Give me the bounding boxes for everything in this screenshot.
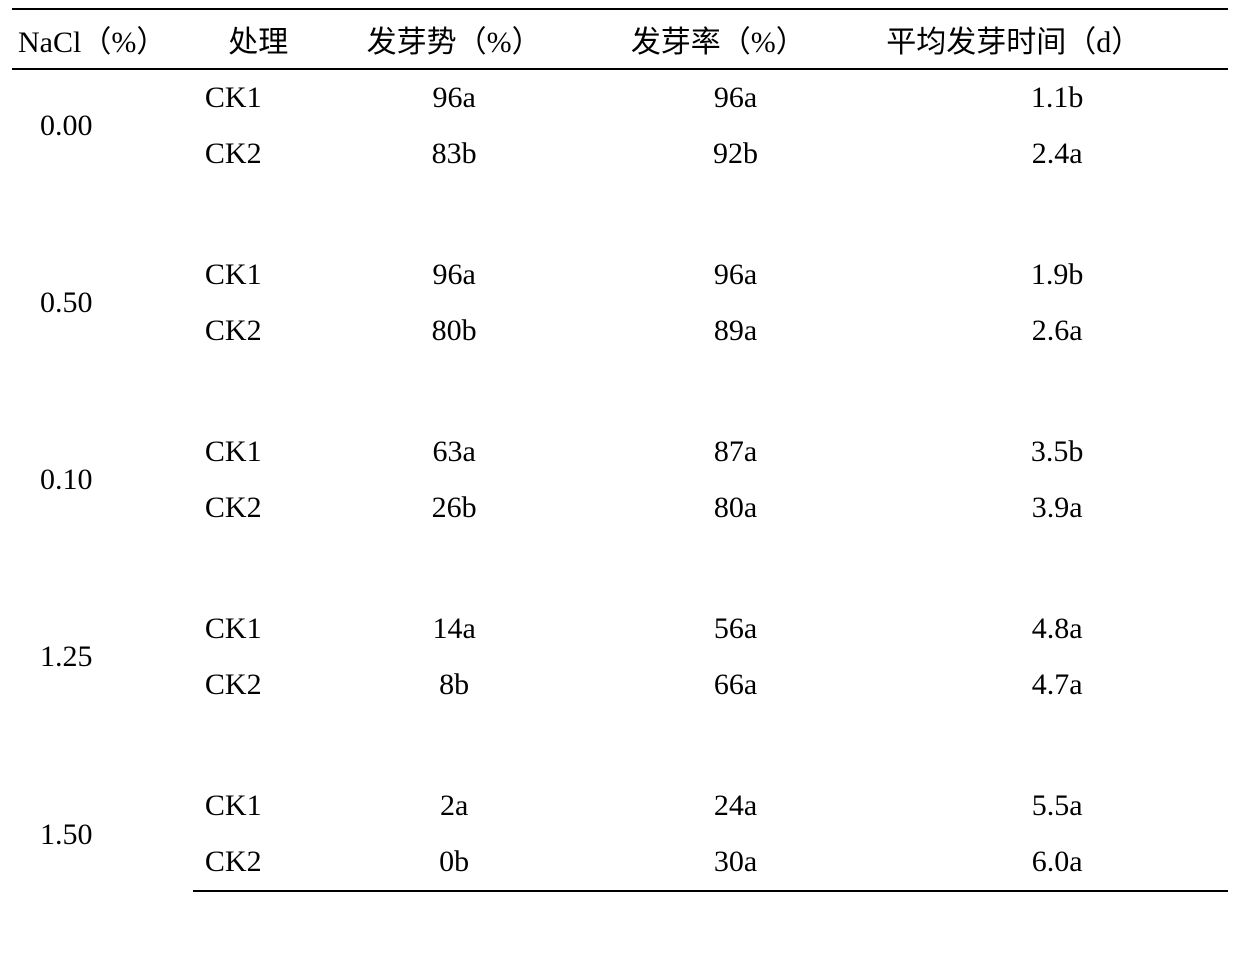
cell-potential: 63a — [324, 424, 585, 480]
group-gap — [12, 182, 1228, 247]
cell-treatment: CK2 — [193, 834, 324, 891]
cell-rate: 96a — [585, 69, 886, 126]
cell-nacl: 1.25 — [12, 601, 193, 713]
cell-mgt: 3.5b — [886, 424, 1228, 480]
germination-table: NaCl（%） 处理 发芽势（%） 发芽率（%） 平均发芽时间（d） 0.00 … — [12, 8, 1228, 892]
cell-potential: 0b — [324, 834, 585, 891]
table-row: 1.25 CK1 14a 56a 4.8a — [12, 601, 1228, 657]
cell-mgt: 4.8a — [886, 601, 1228, 657]
cell-nacl: 0.50 — [12, 247, 193, 359]
table-row: CK2 83b 92b 2.4a — [12, 126, 1228, 182]
germination-table-container: NaCl（%） 处理 发芽势（%） 发芽率（%） 平均发芽时间（d） 0.00 … — [0, 0, 1240, 892]
table-row: CK2 26b 80a 3.9a — [12, 480, 1228, 536]
cell-rate: 24a — [585, 778, 886, 834]
cell-mgt: 2.6a — [886, 303, 1228, 359]
cell-rate: 89a — [585, 303, 886, 359]
table-row: 0.00 CK1 96a 96a 1.1b — [12, 69, 1228, 126]
cell-rate: 96a — [585, 247, 886, 303]
cell-potential: 96a — [324, 69, 585, 126]
table-header-row: NaCl（%） 处理 发芽势（%） 发芽率（%） 平均发芽时间（d） — [12, 9, 1228, 69]
group-gap — [12, 536, 1228, 601]
cell-nacl: 1.50 — [12, 778, 193, 891]
col-header-nacl: NaCl（%） — [12, 9, 193, 69]
cell-treatment: CK2 — [193, 303, 324, 359]
table-row: CK2 80b 89a 2.6a — [12, 303, 1228, 359]
cell-mgt: 1.1b — [886, 69, 1228, 126]
group-gap — [12, 359, 1228, 424]
cell-rate: 92b — [585, 126, 886, 182]
cell-rate: 87a — [585, 424, 886, 480]
cell-treatment: CK1 — [193, 778, 324, 834]
table-row: 1.50 CK1 2a 24a 5.5a — [12, 778, 1228, 834]
table-row: CK2 8b 66a 4.7a — [12, 657, 1228, 713]
cell-mgt: 5.5a — [886, 778, 1228, 834]
table-row: 0.50 CK1 96a 96a 1.9b — [12, 247, 1228, 303]
cell-mgt: 3.9a — [886, 480, 1228, 536]
cell-mgt: 4.7a — [886, 657, 1228, 713]
cell-rate: 66a — [585, 657, 886, 713]
table-row: CK2 0b 30a 6.0a — [12, 834, 1228, 891]
cell-potential: 83b — [324, 126, 585, 182]
cell-rate: 30a — [585, 834, 886, 891]
cell-rate: 80a — [585, 480, 886, 536]
cell-treatment: CK1 — [193, 424, 324, 480]
cell-treatment: CK2 — [193, 657, 324, 713]
cell-treatment: CK2 — [193, 126, 324, 182]
cell-potential: 8b — [324, 657, 585, 713]
cell-mgt: 6.0a — [886, 834, 1228, 891]
cell-mgt: 2.4a — [886, 126, 1228, 182]
cell-potential: 14a — [324, 601, 585, 657]
cell-nacl: 0.00 — [12, 69, 193, 182]
cell-potential: 2a — [324, 778, 585, 834]
cell-treatment: CK2 — [193, 480, 324, 536]
table-body: 0.00 CK1 96a 96a 1.1b CK2 83b 92b 2.4a 0… — [12, 69, 1228, 891]
cell-nacl: 0.10 — [12, 424, 193, 536]
cell-treatment: CK1 — [193, 69, 324, 126]
col-header-potential: 发芽势（%） — [324, 9, 585, 69]
col-header-mgt: 平均发芽时间（d） — [886, 9, 1228, 69]
table-row: 0.10 CK1 63a 87a 3.5b — [12, 424, 1228, 480]
cell-treatment: CK1 — [193, 247, 324, 303]
group-gap — [12, 713, 1228, 778]
cell-potential: 80b — [324, 303, 585, 359]
cell-rate: 56a — [585, 601, 886, 657]
cell-treatment: CK1 — [193, 601, 324, 657]
cell-potential: 96a — [324, 247, 585, 303]
col-header-rate: 发芽率（%） — [585, 9, 886, 69]
col-header-treatment: 处理 — [193, 9, 324, 69]
cell-mgt: 1.9b — [886, 247, 1228, 303]
cell-potential: 26b — [324, 480, 585, 536]
